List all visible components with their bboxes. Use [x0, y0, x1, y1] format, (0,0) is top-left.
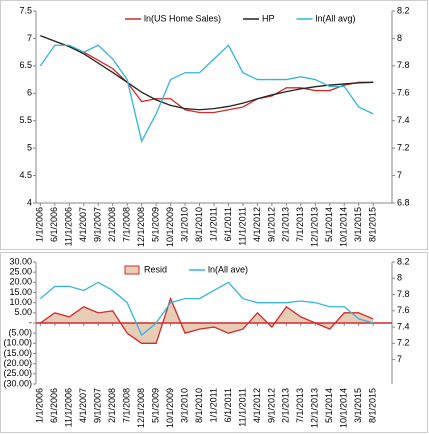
legend-label: ln(US Home Sales) — [144, 13, 221, 23]
y2-tick-label: 7 — [397, 354, 402, 364]
y2-tick-label: 7 — [397, 170, 402, 180]
y-tick-label: - — [29, 317, 32, 327]
y-tick-label: 6.5 — [19, 60, 32, 70]
x-tick-label: 1/1/2011 — [208, 388, 218, 422]
panel-frame — [0, 252, 428, 433]
y2-tick-label: 7.4 — [397, 115, 410, 125]
y2-tick-label: 8 — [397, 33, 402, 43]
x-tick-label: 3/1/2015 — [353, 388, 363, 423]
x-tick-label: 9/1/2007 — [93, 388, 103, 423]
y2-tick-label: 7.4 — [397, 321, 410, 331]
series-line — [40, 35, 374, 114]
x-tick-label: 12/1/2008 — [136, 388, 146, 428]
y-tick-label: (15.00) — [3, 348, 32, 358]
y-tick-label: 30.00 — [9, 256, 32, 266]
y2-tick-label: 8 — [397, 273, 402, 283]
y-tick-label: 5.00 — [14, 307, 32, 317]
y-tick-label: (25.00) — [3, 368, 32, 378]
y2-tick-label: 6.8 — [397, 197, 410, 207]
x-tick-label: 9/1/2012 — [266, 207, 276, 242]
y2-tick-label: 7.8 — [397, 60, 410, 70]
x-tick-label: 5/1/2009 — [150, 388, 160, 423]
y-tick-label: 5.5 — [19, 115, 32, 125]
x-tick-label: 2/1/2013 — [281, 388, 291, 423]
x-tick-label: 11/1/2006 — [64, 388, 74, 427]
x-tick-label: 6/1/2006 — [49, 207, 59, 242]
series-line — [40, 35, 374, 111]
x-tick-label: 3/1/2015 — [353, 207, 363, 242]
x-tick-label: 12/1/2013 — [310, 207, 320, 247]
y-tick-label: 5 — [27, 143, 32, 153]
x-tick-label: 2/1/2013 — [281, 207, 291, 242]
x-tick-label: 7/1/2013 — [295, 388, 305, 423]
x-tick-label: 11/1/2011 — [237, 207, 247, 246]
y-tick-label: 15.00 — [9, 287, 32, 297]
legend-label: Resid — [144, 264, 167, 274]
x-tick-label: 7/1/2013 — [295, 207, 305, 242]
series-line — [39, 44, 374, 144]
y-tick-label: 25.00 — [9, 267, 32, 277]
x-tick-label: 4/1/2012 — [252, 207, 262, 242]
x-tick-label: 4/1/2007 — [78, 388, 88, 423]
x-tick-label: 6/1/2011 — [223, 388, 233, 422]
x-tick-label: 3/1/2010 — [179, 388, 189, 423]
y-tick-label: 7 — [27, 33, 32, 43]
y-tick-label: 10.00 — [9, 297, 32, 307]
x-tick-label: 5/1/2014 — [324, 388, 334, 423]
y2-tick-label: 7.6 — [397, 305, 410, 315]
x-tick-label: 6/1/2006 — [49, 388, 59, 423]
y2-tick-label: 7.6 — [397, 88, 410, 98]
x-tick-label: 4/1/2007 — [78, 207, 88, 242]
y2-tick-label: 7.2 — [397, 338, 410, 348]
x-tick-label: 12/1/2008 — [136, 207, 146, 247]
legend-label: ln(All ave) — [208, 264, 248, 274]
y2-tick-label: 8.2 — [397, 256, 410, 266]
x-tick-label: 10/1/2009 — [165, 388, 175, 428]
legend-label: ln(All avg) — [316, 13, 356, 23]
panel-frame — [0, 0, 428, 250]
x-tick-label: 7/1/2008 — [122, 388, 132, 423]
x-tick-label: 11/1/2011 — [237, 388, 247, 427]
x-tick-label: 4/1/2012 — [252, 388, 262, 423]
x-tick-label: 8/1/2015 — [368, 207, 378, 242]
y-tick-label: (20.00) — [3, 358, 32, 368]
x-tick-label: 9/1/2012 — [266, 388, 276, 423]
x-tick-label: 1/1/2011 — [208, 207, 218, 241]
x-tick-label: 9/1/2007 — [93, 207, 103, 242]
x-tick-label: 8/1/2015 — [368, 388, 378, 423]
x-tick-label: 7/1/2008 — [122, 207, 132, 242]
y2-tick-label: 7.8 — [397, 289, 410, 299]
series-line — [39, 281, 374, 337]
y-tick-label: 20.00 — [9, 277, 32, 287]
x-tick-label: 8/1/2010 — [194, 207, 204, 242]
x-tick-label: 5/1/2009 — [150, 207, 160, 242]
y-tick-label: 6 — [27, 88, 32, 98]
x-tick-label: 1/1/2006 — [35, 207, 45, 242]
legend-swatch — [124, 265, 140, 275]
y-tick-label: 4 — [27, 197, 32, 207]
x-tick-label: 10/1/2014 — [339, 207, 349, 247]
y2-tick-label: 8.2 — [397, 5, 410, 15]
x-tick-label: 2/1/2008 — [107, 388, 117, 423]
y2-tick-label: 7.2 — [397, 143, 410, 153]
x-tick-label: 10/1/2014 — [339, 388, 349, 428]
y-tick-label: (30.00) — [3, 378, 32, 388]
series-line — [39, 296, 374, 344]
x-tick-label: 1/1/2006 — [35, 388, 45, 423]
x-tick-label: 11/1/2006 — [64, 207, 74, 246]
x-tick-label: 10/1/2009 — [165, 207, 175, 247]
x-tick-label: 8/1/2010 — [194, 388, 204, 423]
y-tick-label: 7.5 — [19, 5, 32, 15]
x-tick-label: 2/1/2008 — [107, 207, 117, 242]
y-tick-label: 4.5 — [19, 170, 32, 180]
x-tick-label: 3/1/2010 — [179, 207, 189, 242]
x-tick-label: 6/1/2011 — [223, 207, 233, 241]
y-tick-label: (10.00) — [3, 338, 32, 348]
legend-label: HP — [262, 13, 275, 23]
y-tick-label: (5.00) — [8, 328, 32, 338]
x-tick-label: 12/1/2013 — [310, 388, 320, 428]
x-tick-label: 5/1/2014 — [324, 207, 334, 242]
